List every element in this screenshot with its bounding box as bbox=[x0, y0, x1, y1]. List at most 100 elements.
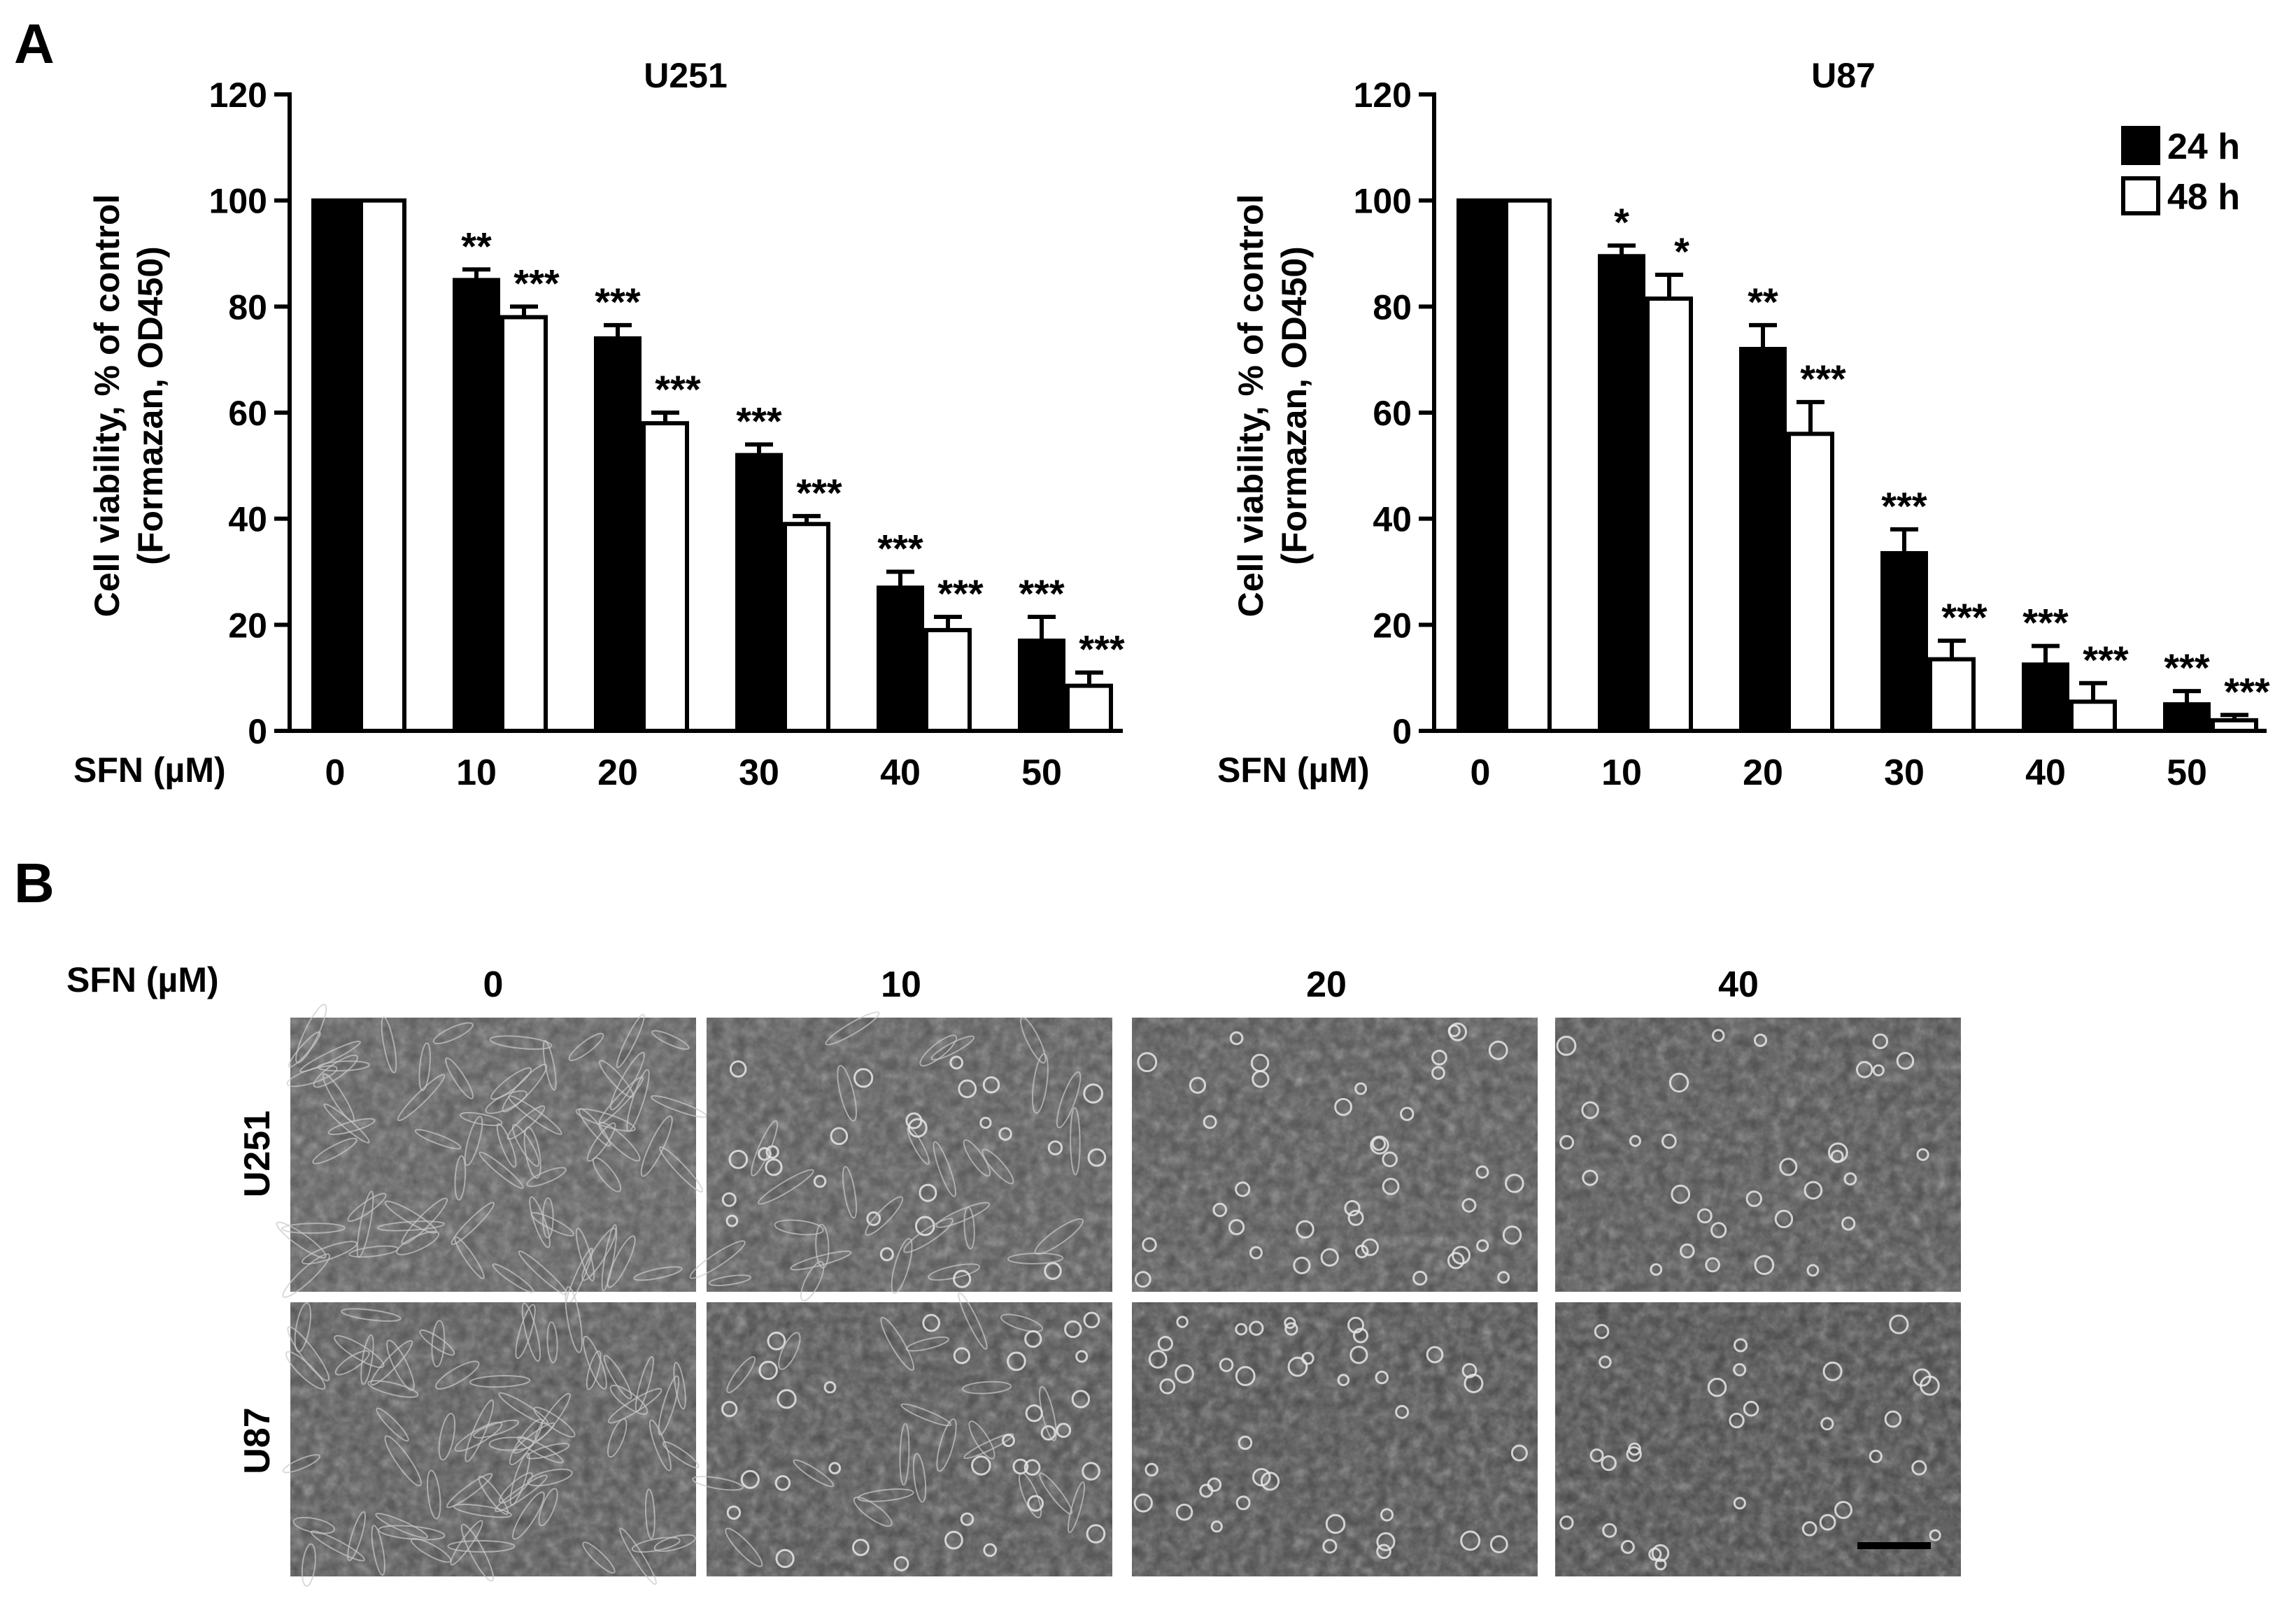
cell-shape bbox=[689, 1240, 746, 1279]
significance-label: *** bbox=[937, 571, 984, 615]
round-cell bbox=[1754, 1255, 1775, 1276]
cell-shape bbox=[778, 1332, 801, 1370]
cell-shape bbox=[815, 1223, 830, 1269]
micrograph-u87-40 bbox=[1555, 1302, 1961, 1576]
cell-shape bbox=[603, 1355, 632, 1399]
round-cell bbox=[944, 1530, 963, 1550]
round-cell bbox=[1027, 1495, 1044, 1512]
y-tick-label: 60 bbox=[228, 394, 267, 433]
bar-24h-10 bbox=[453, 278, 500, 733]
cell-shape bbox=[371, 1525, 385, 1576]
round-cell bbox=[1475, 1165, 1489, 1179]
cell-shape bbox=[460, 1523, 495, 1582]
round-cell bbox=[853, 1068, 874, 1088]
x-tick-label: 10 bbox=[456, 753, 497, 793]
cell-shape bbox=[1000, 1313, 1044, 1332]
round-cell bbox=[1375, 1370, 1389, 1385]
micrograph-u87-20 bbox=[1132, 1302, 1538, 1576]
cell-shape bbox=[464, 1116, 483, 1167]
y-tick-label: 40 bbox=[228, 500, 267, 539]
chart-u251: U251 Cell viability, % of control (Forma… bbox=[73, 56, 1125, 793]
y-tick-label: 80 bbox=[1373, 287, 1412, 327]
round-cell bbox=[1601, 1455, 1617, 1472]
round-cell bbox=[1426, 1346, 1444, 1364]
bar-24h-30 bbox=[735, 453, 783, 734]
row-label-u87: U87 bbox=[237, 1407, 278, 1474]
significance-label: *** bbox=[736, 399, 782, 443]
bar-48h-50 bbox=[1065, 683, 1113, 734]
round-cell bbox=[1710, 1222, 1727, 1239]
x-tick-label: 30 bbox=[739, 753, 779, 793]
y-tick-label: 120 bbox=[1354, 76, 1412, 115]
cell-shape bbox=[928, 1263, 981, 1281]
cell-shape bbox=[1068, 1481, 1086, 1534]
round-cell bbox=[1661, 1133, 1677, 1149]
round-cell bbox=[1044, 1262, 1062, 1281]
cell-shape bbox=[453, 1504, 513, 1518]
cell-shape bbox=[431, 1320, 446, 1368]
micrograph-u87-10 bbox=[692, 1292, 1112, 1576]
round-cell bbox=[1556, 1035, 1577, 1056]
round-cell bbox=[1142, 1237, 1157, 1253]
cell-shape bbox=[899, 1423, 910, 1486]
cell-shape bbox=[397, 1074, 446, 1122]
round-cell bbox=[1461, 1197, 1477, 1213]
cell-shape bbox=[292, 1516, 335, 1534]
round-cell bbox=[1189, 1076, 1207, 1094]
cell-shape bbox=[616, 1013, 645, 1069]
round-cell bbox=[1002, 1434, 1015, 1448]
round-cell bbox=[830, 1127, 849, 1146]
bar-24h-10 bbox=[1598, 254, 1645, 733]
cell-shape bbox=[410, 1537, 452, 1563]
micrograph-u251-0 bbox=[276, 1004, 708, 1306]
round-cell bbox=[1774, 1209, 1794, 1229]
round-cell bbox=[866, 1211, 881, 1226]
round-cell bbox=[1040, 1425, 1056, 1441]
round-cell bbox=[879, 1247, 894, 1262]
y-tick-label: 40 bbox=[1373, 500, 1412, 539]
round-cell bbox=[1745, 1190, 1763, 1207]
significance-label: *** bbox=[1941, 595, 1987, 639]
cell-shape bbox=[460, 1111, 503, 1127]
cell-shape bbox=[546, 1321, 558, 1364]
round-cell bbox=[1235, 1181, 1251, 1197]
round-cell bbox=[1841, 1216, 1856, 1231]
x-axis-label: SFN (µM) bbox=[1217, 750, 1370, 790]
cell-shape bbox=[506, 1105, 546, 1140]
cell-shape bbox=[662, 1441, 700, 1469]
x-tick-label: 50 bbox=[2167, 753, 2207, 793]
round-cell bbox=[1249, 1246, 1263, 1260]
cell-shape bbox=[287, 1326, 330, 1382]
round-cell bbox=[1145, 1462, 1158, 1477]
cell-shape bbox=[865, 1196, 904, 1236]
cell-shape bbox=[469, 1374, 531, 1388]
round-cell bbox=[1284, 1317, 1296, 1330]
bar-24h-20 bbox=[1739, 347, 1787, 733]
y-axis-label-line1: Cell viability, % of control bbox=[87, 194, 127, 618]
cell-shape bbox=[800, 1260, 825, 1302]
round-cell bbox=[1175, 1364, 1194, 1384]
cell-shape bbox=[454, 1155, 467, 1201]
y-axis-label-line2: (Formazan, OD450) bbox=[131, 246, 170, 565]
round-cell bbox=[1382, 1151, 1398, 1167]
significance-label: *** bbox=[796, 471, 842, 515]
cell-shape bbox=[301, 1543, 316, 1587]
round-cell bbox=[1207, 1477, 1222, 1492]
cell-shape bbox=[1020, 1016, 1047, 1064]
cell-shape bbox=[418, 1042, 431, 1092]
cell-shape bbox=[511, 1124, 540, 1167]
cell-shape bbox=[498, 1392, 548, 1425]
cell-shape bbox=[651, 1030, 690, 1050]
round-cell bbox=[1602, 1523, 1617, 1538]
round-cell bbox=[740, 1469, 760, 1489]
round-cell bbox=[1559, 1515, 1574, 1530]
round-cell bbox=[1884, 1410, 1902, 1428]
x-tick-label: 20 bbox=[597, 753, 638, 793]
y-tick-label: 20 bbox=[1373, 606, 1412, 645]
cell-shape bbox=[454, 1421, 503, 1452]
round-cell bbox=[1654, 1558, 1667, 1571]
round-cell bbox=[893, 1555, 909, 1572]
round-cell bbox=[907, 1118, 928, 1138]
cell-shape bbox=[930, 1035, 975, 1061]
x-tick-label: 40 bbox=[880, 753, 921, 793]
